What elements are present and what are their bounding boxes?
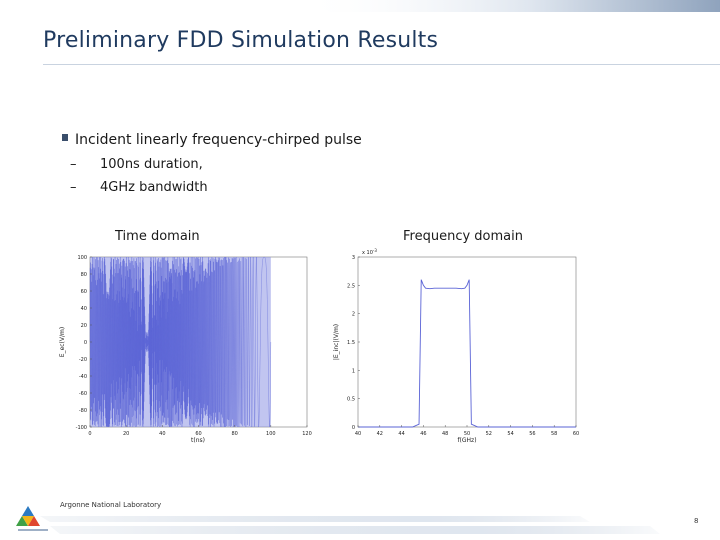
x-tick-label: 0 — [88, 431, 91, 437]
plot-area — [357, 256, 577, 428]
y-tick-label: 80 — [81, 272, 87, 278]
x-tick-label: 40 — [159, 431, 165, 437]
x-tick-label: 46 — [420, 431, 426, 437]
y-tick-label: 40 — [81, 306, 87, 312]
time-domain-caption: Time domain — [115, 229, 200, 244]
x-tick-label: 50 — [464, 431, 470, 437]
header-band — [300, 0, 720, 12]
y-tick-label: -60 — [79, 391, 87, 397]
x-tick-label: 80 — [231, 431, 237, 437]
spectrum-line — [358, 279, 576, 428]
y-axis-label: |E_inc|(V/m) — [333, 324, 340, 360]
x-axis-ticks: 0 20 40 60 80 100 120 — [88, 425, 312, 437]
y-tick-label: 1.5 — [347, 340, 355, 346]
x-tick-label: 20 — [123, 431, 129, 437]
argonne-logo — [16, 506, 48, 531]
x-tick-label: 44 — [398, 431, 404, 437]
y-axis-ticks: 3 2.5 2 1.5 1 0.5 0 — [347, 255, 360, 431]
x-tick-label: 100 — [266, 431, 276, 437]
y-axis-ticks: 100 80 60 40 20 0 -20 -40 -60 -80 -100 — [76, 255, 92, 431]
x-tick-label: 58 — [551, 431, 557, 437]
y-axis-label: E_ec(V/m) — [59, 327, 66, 357]
x-axis-label: t(ns) — [191, 437, 205, 444]
frequency-domain-caption: Frequency domain — [403, 229, 523, 244]
scale-factor-base: x 10 — [362, 250, 373, 256]
y-tick-label: -100 — [76, 425, 87, 431]
dash-icon: – — [70, 157, 77, 172]
y-tick-label: 2.5 — [347, 283, 355, 289]
y-tick-label: 0 — [352, 425, 355, 431]
sub-bullet-text: 4GHz bandwidth — [100, 180, 208, 195]
page-number: 8 — [694, 517, 699, 525]
dash-icon: – — [70, 180, 77, 195]
y-tick-label: 2 — [352, 312, 355, 318]
x-tick-label: 40 — [355, 431, 361, 437]
y-tick-label: 60 — [81, 289, 87, 295]
x-tick-label: 60 — [195, 431, 201, 437]
scale-factor-exponent: -3 — [373, 248, 377, 253]
x-axis-ticks: 40 42 44 46 48 50 52 54 56 58 60 — [355, 425, 579, 437]
y-tick-label: -40 — [79, 374, 87, 380]
x-tick-label: 42 — [377, 431, 383, 437]
title-divider — [43, 64, 720, 65]
frequency-domain-chart: 40 42 44 46 48 50 52 54 56 58 60 3 2.5 2 1.5 1 0.5 0 x 1… — [333, 248, 579, 444]
y-tick-label: 1 — [352, 368, 355, 374]
footer-band — [40, 516, 660, 534]
sub-bullet-text: 100ns duration, — [100, 157, 203, 172]
x-tick-label: 120 — [302, 431, 312, 437]
signal-trace — [89, 256, 272, 428]
x-tick-label: 48 — [442, 431, 448, 437]
y-tick-label: -80 — [79, 408, 87, 414]
bullet-square-icon — [62, 134, 68, 141]
time-domain-chart: 0 20 40 60 80 100 120 100 80 60 40 20 0 -20 -40 -60 -80… — [59, 255, 312, 444]
bullet-text: Incident linearly frequency-chirped puls… — [75, 132, 362, 148]
footer-organization: Argonne National Laboratory — [60, 501, 162, 509]
y-tick-label: 20 — [81, 323, 87, 329]
x-tick-label: 54 — [507, 431, 513, 437]
x-tick-label: 52 — [486, 431, 492, 437]
scale-factor-label: x 10-3 — [362, 248, 377, 256]
signal-line — [89, 256, 272, 428]
x-tick-label: 56 — [529, 431, 535, 437]
y-tick-label: 3 — [352, 255, 355, 261]
y-tick-label: 0 — [84, 340, 87, 346]
sub-bullet: – 4GHz bandwidth — [70, 180, 208, 195]
y-tick-label: 100 — [77, 255, 87, 261]
y-tick-label: -20 — [79, 357, 87, 363]
x-tick-label: 60 — [573, 431, 579, 437]
slide-title: Preliminary FDD Simulation Results — [43, 28, 439, 53]
y-tick-label: 0.5 — [347, 397, 355, 403]
sub-bullet: – 100ns duration, — [70, 157, 203, 172]
x-axis-label: f(GHz) — [457, 437, 476, 444]
